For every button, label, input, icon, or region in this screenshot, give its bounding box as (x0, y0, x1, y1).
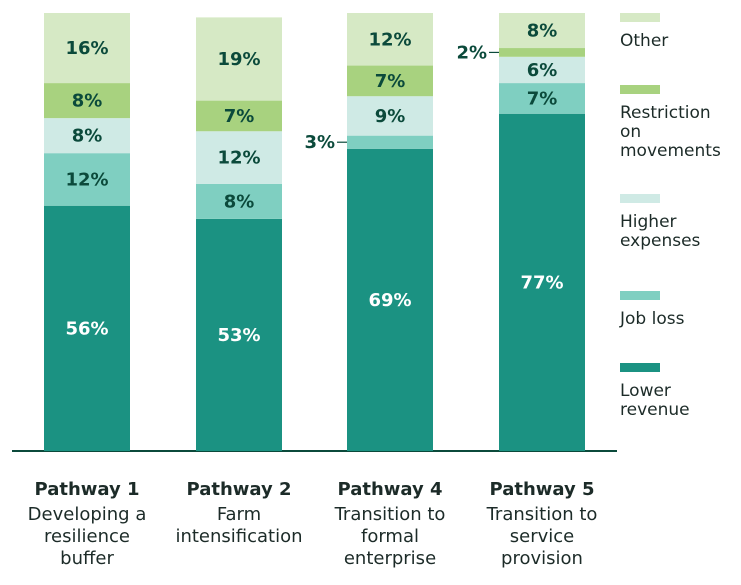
legend-label: Other (620, 31, 669, 51)
legend-label: Job loss (620, 309, 685, 329)
bar-segment (44, 205, 130, 451)
category-label: Pathway 1 (34, 479, 140, 500)
value-label: 7% (224, 106, 255, 127)
bar-segment (196, 183, 282, 219)
bar-segment (196, 100, 282, 132)
bar-segment (347, 96, 433, 136)
category-label: Pathway 5 (489, 479, 595, 500)
legend-swatch (620, 363, 660, 372)
legend-swatch (620, 194, 660, 203)
value-label: 69% (368, 290, 411, 311)
value-label: 16% (65, 38, 108, 59)
bar-segment (347, 148, 433, 451)
legend-label: Higher expenses (620, 212, 701, 251)
bar-segment (44, 13, 130, 84)
value-label: 2% (456, 42, 487, 63)
legend-label: Lower revenue (620, 381, 690, 420)
category-description: Farm intensification (175, 504, 303, 547)
bar-segment (44, 118, 130, 154)
category-label: Pathway 2 (186, 479, 292, 500)
bar-segment (347, 135, 433, 149)
legend-swatch (620, 85, 660, 94)
value-label: 6% (527, 60, 558, 81)
legend-label: Restriction on movements (620, 103, 721, 161)
bar-segment (44, 153, 130, 206)
legend-swatch (620, 291, 660, 300)
bar-segment (499, 13, 585, 49)
bar-segment (499, 56, 585, 84)
value-label: 8% (527, 21, 558, 42)
bar-segment (347, 65, 433, 97)
value-label: 3% (304, 132, 335, 153)
value-label: 53% (217, 325, 260, 346)
value-label: 8% (72, 126, 103, 147)
bar-segment (196, 131, 282, 184)
category-description: Developing a resilience buffer (27, 504, 147, 569)
value-label: 19% (217, 49, 260, 70)
bar-segment (196, 17, 282, 101)
category-label: Pathway 4 (337, 479, 443, 500)
value-label: 12% (368, 29, 411, 50)
bar-segment (499, 83, 585, 114)
category-description: Transition to service provision (486, 504, 598, 569)
value-label: 7% (527, 88, 558, 109)
legend-swatch (620, 13, 660, 22)
value-label: 7% (375, 71, 406, 92)
bar-segment (499, 113, 585, 452)
value-label: 8% (72, 91, 103, 112)
value-label: 56% (65, 318, 108, 339)
value-label: 77% (520, 272, 563, 293)
bar-segment (44, 83, 130, 119)
bar-segment (347, 13, 433, 66)
bar-segment (499, 48, 585, 57)
value-label: 12% (65, 169, 108, 190)
category-description: Transition to formal enterprise (334, 504, 446, 569)
bar-segment (196, 218, 282, 451)
value-label: 9% (375, 106, 406, 127)
value-label: 12% (217, 148, 260, 169)
value-label: 8% (224, 191, 255, 212)
